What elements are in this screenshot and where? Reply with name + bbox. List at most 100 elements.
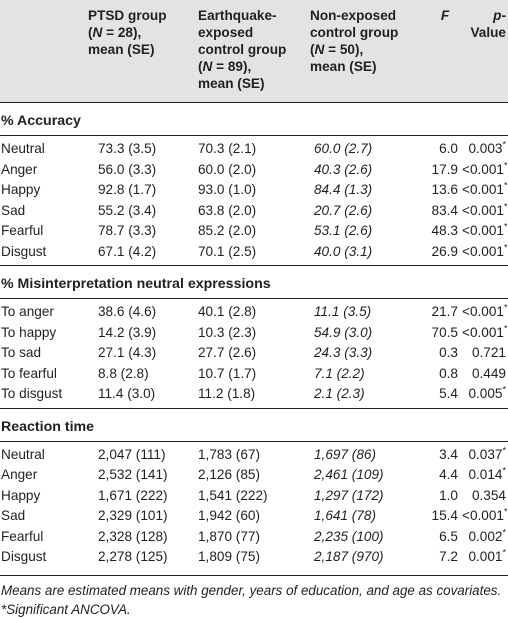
section-header-row: % Misinterpretation neutral expressions xyxy=(0,265,508,299)
cell-p-value: <0.001* xyxy=(462,180,508,198)
significance-marker: * xyxy=(502,547,506,558)
cell-f: 7.2 xyxy=(439,549,458,565)
row-label: Happy xyxy=(1,182,41,198)
cell-ptsd: 11.4 (3.0) xyxy=(98,386,156,402)
footnote-covariates: Means are estimated means with gender, y… xyxy=(1,582,502,598)
row-label: To sad xyxy=(1,345,42,361)
cell-p-value: 0.721 xyxy=(471,345,506,361)
cell-p-value: 0.002* xyxy=(468,527,506,544)
table-row: To disgust 11.4 (3.0) 11.2 (1.8) 2.1 (2.3) 5… xyxy=(0,384,508,405)
header-line: (N = 50), xyxy=(310,42,364,57)
significance-marker: * xyxy=(502,139,506,150)
cell-p-value: 0.003* xyxy=(468,139,506,157)
section-header-row: Reaction time xyxy=(0,407,508,442)
footnote-significance: *Significant ANCOVA. xyxy=(1,601,131,617)
row-label: Anger xyxy=(1,161,38,177)
cell-f: 6.0 xyxy=(439,141,458,157)
row-label: Anger xyxy=(1,467,38,483)
table-row: To sad 27.1 (4.3) 27.7 (2.6) 24.3 (3.3) 0.3 0… xyxy=(0,343,508,364)
cell-nonexposed: 2,235 (100) xyxy=(314,528,384,544)
table-body: % Accuracy Neutral 73.3 (3.5) 70.3 (2.1) 60.… xyxy=(0,102,508,571)
header-line: (N = 89), xyxy=(198,59,252,74)
cell-nonexposed: 2,187 (970) xyxy=(314,549,384,565)
cell-ptsd: 2,328 (128) xyxy=(98,528,168,544)
cell-ptsd: 73.3 (3.5) xyxy=(98,141,157,157)
cell-nonexposed: 1,641 (78) xyxy=(314,508,376,524)
header-ptsd-group: PTSD group (N = 28), mean (SE) xyxy=(86,0,196,103)
cell-nonexposed: 53.1 (2.6) xyxy=(314,223,373,239)
table-row: Happy 1,671 (222) 1,541 (222) 1,297 (172) 1.… xyxy=(0,486,508,507)
row-label: To happy xyxy=(1,324,57,340)
cell-nonexposed: 54.9 (3.0) xyxy=(314,324,373,340)
cell-p-value: <0.001* xyxy=(462,221,508,239)
table-row: Disgust 2,278 (125) 1,809 (75) 2,187 (970) 7… xyxy=(0,547,508,568)
header-nonexposed-group: Non-exposed control group (N = 50), mean… xyxy=(308,0,428,103)
header-line: control group xyxy=(198,42,287,57)
table-row: Neutral 2,047 (111) 1,783 (67) 1,697 (86) 3.… xyxy=(0,445,508,466)
cell-exposed: 1,541 (222) xyxy=(198,487,268,503)
cell-ptsd: 56.0 (3.3) xyxy=(98,161,157,177)
row-label: To anger xyxy=(1,304,54,320)
cell-exposed: 1,870 (77) xyxy=(198,528,260,544)
cell-f: 48.3 xyxy=(431,223,458,239)
significance-marker: * xyxy=(503,180,508,191)
cell-nonexposed: 1,297 (172) xyxy=(314,487,384,503)
header-label-column xyxy=(0,0,86,103)
table-row: Disgust 67.1 (4.2) 70.1 (2.5) 40.0 (3.1) 26.… xyxy=(0,242,508,263)
cell-nonexposed: 60.0 (2.7) xyxy=(314,141,373,157)
cell-ptsd: 14.2 (3.9) xyxy=(98,324,157,340)
cell-exposed: 40.1 (2.8) xyxy=(198,304,257,320)
table-row: Fearful 78.7 (3.3) 85.2 (2.0) 53.1 (2.6) 48.… xyxy=(0,221,508,242)
cell-f: 13.6 xyxy=(431,182,458,198)
significance-marker: * xyxy=(502,527,506,538)
cell-exposed: 1,783 (67) xyxy=(198,446,260,462)
header-exposed-group: Earthquake- exposed control group (N = 8… xyxy=(196,0,308,103)
cell-f: 1.0 xyxy=(439,487,458,503)
cell-exposed: 10.7 (1.7) xyxy=(198,365,257,381)
cell-f: 26.9 xyxy=(431,243,458,259)
row-label: Fearful xyxy=(1,528,44,544)
cell-p-value: 0.014* xyxy=(468,465,506,483)
table-row: Sad 55.2 (3.4) 63.8 (2.0) 20.7 (2.6) 83.4 <0.… xyxy=(0,201,508,222)
cell-f: 0.8 xyxy=(439,365,458,381)
row-label: Sad xyxy=(1,202,26,218)
row-label: Neutral xyxy=(1,446,45,462)
table-header: PTSD group (N = 28), mean (SE) Earthquak… xyxy=(0,0,508,103)
cell-ptsd: 2,329 (101) xyxy=(98,508,168,524)
cell-ptsd: 55.2 (3.4) xyxy=(98,202,157,218)
header-line: exposed xyxy=(198,25,254,40)
table-row: Neutral 73.3 (3.5) 70.3 (2.1) 60.0 (2.7) 6.0… xyxy=(0,139,508,160)
table-footnotes: Means are estimated means with gender, y… xyxy=(0,574,508,619)
significance-marker: * xyxy=(502,445,506,456)
results-table: PTSD group (N = 28), mean (SE) Earthquak… xyxy=(0,0,508,571)
cell-exposed: 63.8 (2.0) xyxy=(198,202,257,218)
cell-p-value: 0.037* xyxy=(468,445,506,462)
significance-marker: * xyxy=(503,323,508,334)
table-row: To fearful 8.8 (2.8) 10.7 (1.7) 7.1 (2.2) 0.… xyxy=(0,364,508,385)
cell-ptsd: 2,532 (141) xyxy=(98,467,168,483)
header-line: PTSD group xyxy=(88,8,167,23)
header-line: control group xyxy=(310,25,399,40)
cell-ptsd: 67.1 (4.2) xyxy=(98,243,157,259)
cell-p-value: <0.001* xyxy=(462,302,508,320)
cell-exposed: 10.3 (2.3) xyxy=(198,324,257,340)
table-row: To happy 14.2 (3.9) 10.3 (2.3) 54.9 (3.0) 70… xyxy=(0,323,508,344)
header-line: Earthquake- xyxy=(198,8,277,23)
cell-f: 0.3 xyxy=(439,345,458,361)
row-label: To fearful xyxy=(1,365,57,381)
cell-ptsd: 38.6 (4.6) xyxy=(98,304,157,320)
cell-nonexposed: 1,697 (86) xyxy=(314,446,376,462)
cell-p-value: 0.001* xyxy=(468,547,506,565)
cell-nonexposed: 2.1 (2.3) xyxy=(314,386,365,402)
section-header-row: % Accuracy xyxy=(0,102,508,136)
cell-exposed: 93.0 (1.0) xyxy=(198,182,257,198)
cell-nonexposed: 7.1 (2.2) xyxy=(314,365,365,381)
cell-exposed: 1,809 (75) xyxy=(198,549,260,565)
cell-p-value: 0.449 xyxy=(471,365,506,381)
table-row: Sad 2,329 (101) 1,942 (60) 1,641 (78) 15.4 <0… xyxy=(0,506,508,527)
header-f: F xyxy=(428,0,462,103)
table-row: Anger 56.0 (3.3) 60.0 (2.0) 40.3 (2.6) 17.9 <… xyxy=(0,160,508,181)
section-title: % Accuracy xyxy=(0,102,508,136)
table-row: Fearful 2,328 (128) 1,870 (77) 2,235 (100) 6… xyxy=(0,527,508,548)
cell-exposed: 27.7 (2.6) xyxy=(198,345,257,361)
